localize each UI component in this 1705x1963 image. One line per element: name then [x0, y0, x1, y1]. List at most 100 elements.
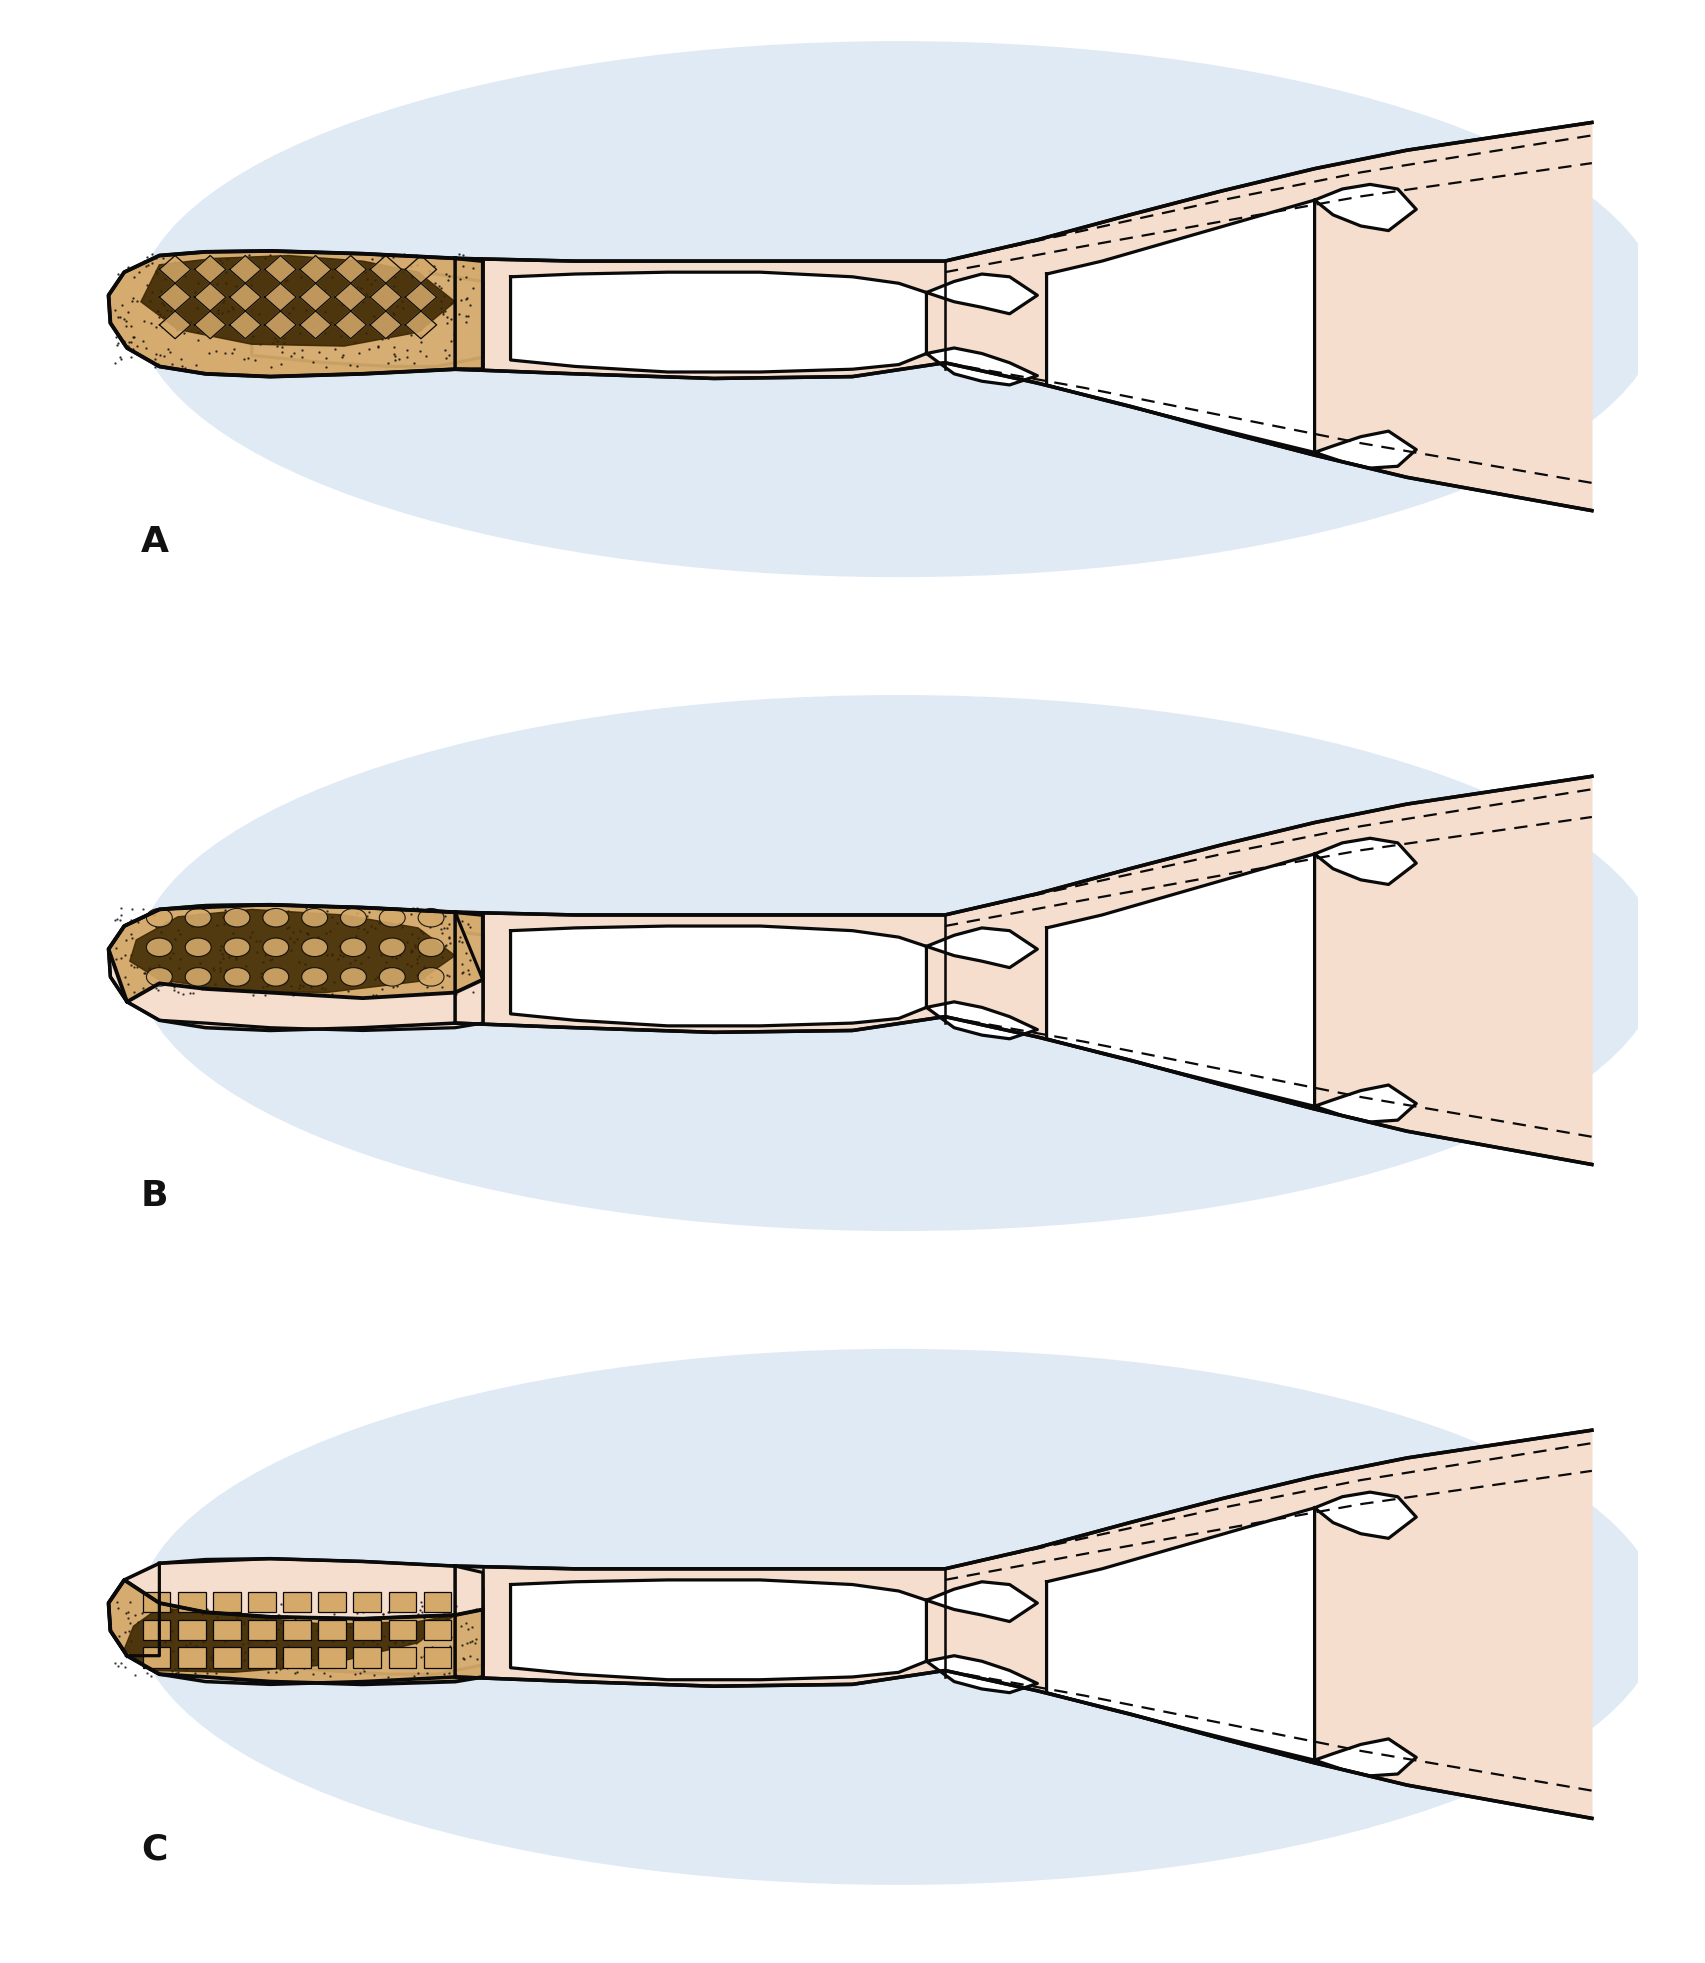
- Bar: [213, 1647, 240, 1669]
- Polygon shape: [370, 255, 401, 283]
- Polygon shape: [300, 310, 331, 340]
- Polygon shape: [1315, 1492, 1417, 1539]
- Bar: [143, 1619, 170, 1639]
- Polygon shape: [130, 909, 455, 993]
- Polygon shape: [230, 283, 261, 310]
- Bar: [177, 1619, 206, 1639]
- Polygon shape: [109, 905, 483, 1031]
- Polygon shape: [159, 283, 191, 310]
- Bar: [249, 1619, 276, 1639]
- Polygon shape: [926, 1582, 1037, 1621]
- Bar: [423, 1619, 452, 1639]
- Ellipse shape: [418, 968, 443, 985]
- Polygon shape: [194, 255, 225, 283]
- Bar: [143, 1647, 170, 1669]
- Ellipse shape: [147, 909, 172, 927]
- Bar: [249, 1647, 276, 1669]
- Polygon shape: [252, 921, 483, 1021]
- Polygon shape: [370, 310, 401, 340]
- Polygon shape: [334, 283, 367, 310]
- Polygon shape: [1315, 432, 1417, 467]
- Polygon shape: [194, 283, 225, 310]
- Polygon shape: [1315, 185, 1417, 230]
- Bar: [389, 1592, 416, 1612]
- Bar: [143, 1592, 170, 1612]
- Bar: [423, 1592, 452, 1612]
- Polygon shape: [142, 255, 455, 345]
- Ellipse shape: [379, 909, 406, 927]
- Polygon shape: [455, 1431, 1592, 1818]
- Bar: [283, 1647, 310, 1669]
- Bar: [283, 1592, 310, 1612]
- Ellipse shape: [302, 938, 327, 956]
- Polygon shape: [264, 255, 297, 283]
- Polygon shape: [109, 1580, 483, 1684]
- Polygon shape: [109, 251, 455, 377]
- Bar: [213, 1619, 240, 1639]
- Bar: [353, 1619, 382, 1639]
- Polygon shape: [109, 1559, 455, 1684]
- Ellipse shape: [136, 41, 1661, 577]
- Ellipse shape: [341, 968, 367, 985]
- Polygon shape: [510, 927, 926, 1027]
- Bar: [177, 1592, 206, 1612]
- Bar: [389, 1647, 416, 1669]
- Text: C: C: [142, 1831, 167, 1867]
- Polygon shape: [109, 905, 483, 1001]
- Polygon shape: [926, 1001, 1037, 1038]
- Polygon shape: [1315, 1086, 1417, 1123]
- Polygon shape: [455, 122, 1592, 510]
- Ellipse shape: [302, 909, 327, 927]
- Polygon shape: [300, 283, 331, 310]
- Text: A: A: [142, 524, 169, 559]
- Bar: [423, 1647, 452, 1669]
- Polygon shape: [926, 347, 1037, 385]
- Polygon shape: [264, 283, 297, 310]
- Ellipse shape: [379, 968, 406, 985]
- Polygon shape: [1047, 854, 1315, 1107]
- Polygon shape: [159, 255, 191, 283]
- Ellipse shape: [223, 938, 251, 956]
- Polygon shape: [1047, 200, 1315, 451]
- Bar: [353, 1647, 382, 1669]
- Ellipse shape: [186, 968, 211, 985]
- Ellipse shape: [263, 938, 288, 956]
- Polygon shape: [455, 775, 1592, 1164]
- Bar: [319, 1647, 346, 1669]
- Ellipse shape: [147, 968, 172, 985]
- Bar: [353, 1592, 382, 1612]
- Polygon shape: [124, 1608, 455, 1672]
- Ellipse shape: [263, 968, 288, 985]
- Ellipse shape: [418, 909, 443, 927]
- Ellipse shape: [136, 695, 1661, 1231]
- Bar: [177, 1647, 206, 1669]
- Polygon shape: [334, 255, 367, 283]
- Polygon shape: [1315, 838, 1417, 885]
- Bar: [319, 1592, 346, 1612]
- Ellipse shape: [186, 909, 211, 927]
- Polygon shape: [109, 251, 483, 377]
- Polygon shape: [109, 905, 455, 1031]
- Polygon shape: [252, 267, 483, 367]
- Ellipse shape: [341, 938, 367, 956]
- Bar: [213, 1592, 240, 1612]
- Ellipse shape: [147, 938, 172, 956]
- Ellipse shape: [263, 909, 288, 927]
- Polygon shape: [510, 273, 926, 373]
- Ellipse shape: [136, 1349, 1661, 1884]
- Polygon shape: [230, 310, 261, 340]
- Polygon shape: [926, 275, 1037, 314]
- Text: B: B: [142, 1178, 169, 1213]
- Ellipse shape: [379, 938, 406, 956]
- Polygon shape: [406, 310, 436, 340]
- Polygon shape: [300, 255, 331, 283]
- Polygon shape: [1047, 1508, 1315, 1761]
- Ellipse shape: [341, 909, 367, 927]
- Ellipse shape: [186, 938, 211, 956]
- Polygon shape: [252, 1574, 483, 1674]
- Polygon shape: [406, 255, 436, 283]
- Polygon shape: [109, 1559, 483, 1655]
- Polygon shape: [926, 1655, 1037, 1692]
- Polygon shape: [334, 310, 367, 340]
- Bar: [319, 1619, 346, 1639]
